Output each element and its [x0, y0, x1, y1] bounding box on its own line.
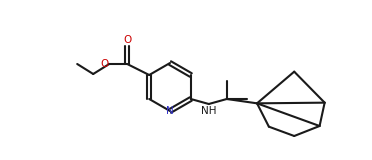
Text: O: O — [100, 59, 108, 69]
Text: N: N — [166, 106, 174, 116]
Text: O: O — [123, 35, 131, 45]
Text: NH: NH — [201, 106, 217, 116]
